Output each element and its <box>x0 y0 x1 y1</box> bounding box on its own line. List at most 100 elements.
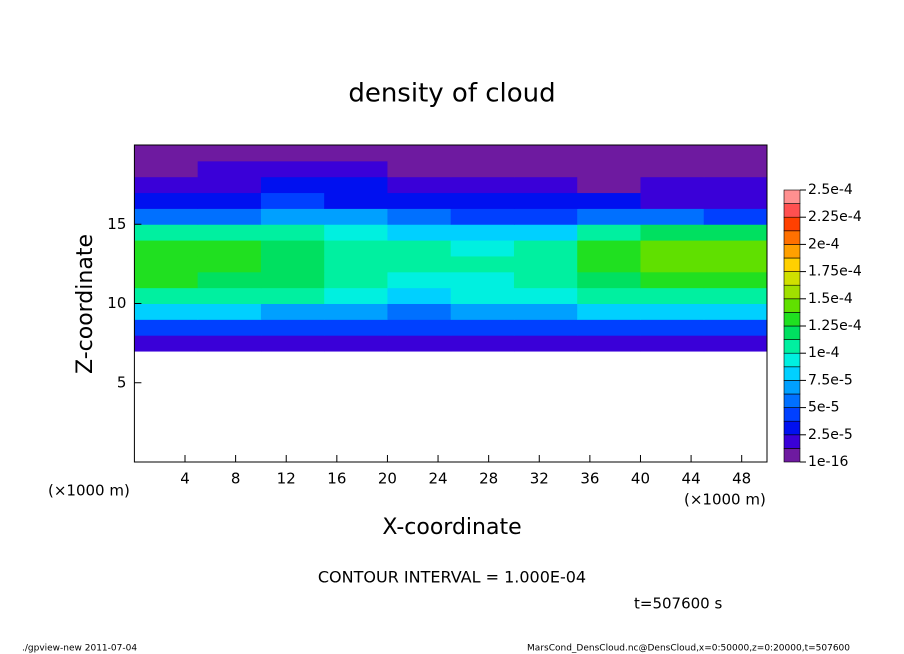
heat-cell <box>703 287 768 304</box>
x-tick-label: 48 <box>732 470 751 488</box>
heat-cell <box>513 208 578 225</box>
heat-cell <box>387 192 452 209</box>
heat-cell <box>387 287 452 304</box>
contour-note: CONTOUR INTERVAL = 1.000E-04 <box>318 568 586 587</box>
x-tick-label: 24 <box>429 470 448 488</box>
heat-cell <box>260 160 325 178</box>
heat-cell <box>450 255 515 273</box>
heat-cell <box>450 319 515 336</box>
colorbar-band <box>783 244 801 259</box>
heat-cell <box>450 303 515 320</box>
heat-cell <box>577 255 641 273</box>
time-note: t=507600 s <box>634 595 722 613</box>
heat-cell <box>197 208 262 225</box>
heat-cell <box>134 145 199 162</box>
heat-cell <box>577 271 641 289</box>
heat-cell <box>324 335 388 352</box>
heat-cell <box>703 176 768 194</box>
heat-cell <box>577 319 641 336</box>
heat-cell <box>450 145 515 162</box>
heat-cell <box>387 240 452 257</box>
x-tick-label: 16 <box>327 470 346 488</box>
heat-cell <box>577 287 641 304</box>
heat-cell <box>513 255 578 273</box>
colorbar-label: 7.5e-5 <box>808 372 853 388</box>
colorbar-band <box>783 298 801 313</box>
heat-cell <box>324 160 388 178</box>
heat-cell <box>577 176 641 194</box>
heat-cell <box>450 224 515 241</box>
x-axis-label: X-coordinate <box>382 515 521 540</box>
heat-cell <box>450 240 515 257</box>
heat-cell <box>640 145 705 162</box>
colorbar-band <box>783 325 801 340</box>
heat-cell <box>513 271 578 289</box>
colorbar-band <box>783 284 801 300</box>
colorbar-label: 1.75e-4 <box>808 264 862 280</box>
heat-cell <box>450 208 515 225</box>
colorbar-band <box>783 407 801 422</box>
footer-left: ./gpview-new 2011-07-04 <box>22 644 137 654</box>
heat-cell <box>197 271 262 289</box>
heat-cell <box>513 160 578 178</box>
heat-cell <box>260 208 325 225</box>
heat-cell <box>640 255 705 273</box>
heat-cell <box>703 208 768 225</box>
x-unit: (×1000 m) <box>684 491 766 509</box>
footer-right: MarsCond_DensCloud.nc@DensCloud,x=0:5000… <box>527 644 850 654</box>
heat-cell <box>387 145 452 162</box>
heat-cell <box>134 335 199 352</box>
x-tick-label: 8 <box>231 470 241 488</box>
y-tick-label: 5 <box>117 373 127 391</box>
heat-cell <box>387 208 452 225</box>
colorbar-band <box>783 380 801 395</box>
heat-cell <box>324 208 388 225</box>
heat-cell <box>260 287 325 304</box>
heat-cell <box>387 224 452 241</box>
colorbar-label: 1.25e-4 <box>808 318 862 334</box>
heat-cell <box>197 176 262 194</box>
heat-cell <box>134 240 199 257</box>
colorbar-band <box>783 216 801 232</box>
colorbar-band <box>783 393 801 408</box>
heat-cell <box>450 271 515 289</box>
heat-cell <box>513 192 578 209</box>
heat-cell <box>703 240 768 257</box>
heat-cell <box>324 287 388 304</box>
heat-cell <box>324 271 388 289</box>
heat-cell <box>260 240 325 257</box>
heat-cell <box>577 192 641 209</box>
heat-cell <box>450 176 515 194</box>
heat-cell <box>640 192 705 209</box>
heat-cell <box>260 192 325 209</box>
colorbar-band <box>783 257 801 272</box>
heat-cell <box>134 176 199 194</box>
heat-cell <box>513 224 578 241</box>
colorbar-band <box>783 352 801 368</box>
heat-cell <box>387 303 452 320</box>
heat-cell <box>197 335 262 352</box>
colorbar-band <box>783 366 801 381</box>
heat-cell <box>197 319 262 336</box>
y-tick-label: 10 <box>107 294 126 312</box>
heat-cell <box>134 271 199 289</box>
heat-cell <box>703 192 768 209</box>
heat-cell <box>260 271 325 289</box>
heat-cell <box>640 335 705 352</box>
heat-cell <box>703 224 768 241</box>
colorbar-label: 1e-4 <box>808 345 840 361</box>
colorbar-label: 2.25e-4 <box>808 209 862 225</box>
colorbar-band <box>783 203 801 218</box>
heat-cell <box>640 224 705 241</box>
heat-cell <box>513 287 578 304</box>
heat-cell <box>703 160 768 178</box>
x-tick-label: 32 <box>530 470 549 488</box>
x-tick-label: 36 <box>580 470 599 488</box>
heat-cell <box>134 192 199 209</box>
heat-cell <box>260 176 325 194</box>
colorbar-label: 1e-16 <box>808 454 848 470</box>
heat-cell <box>640 176 705 194</box>
heat-cell <box>640 160 705 178</box>
